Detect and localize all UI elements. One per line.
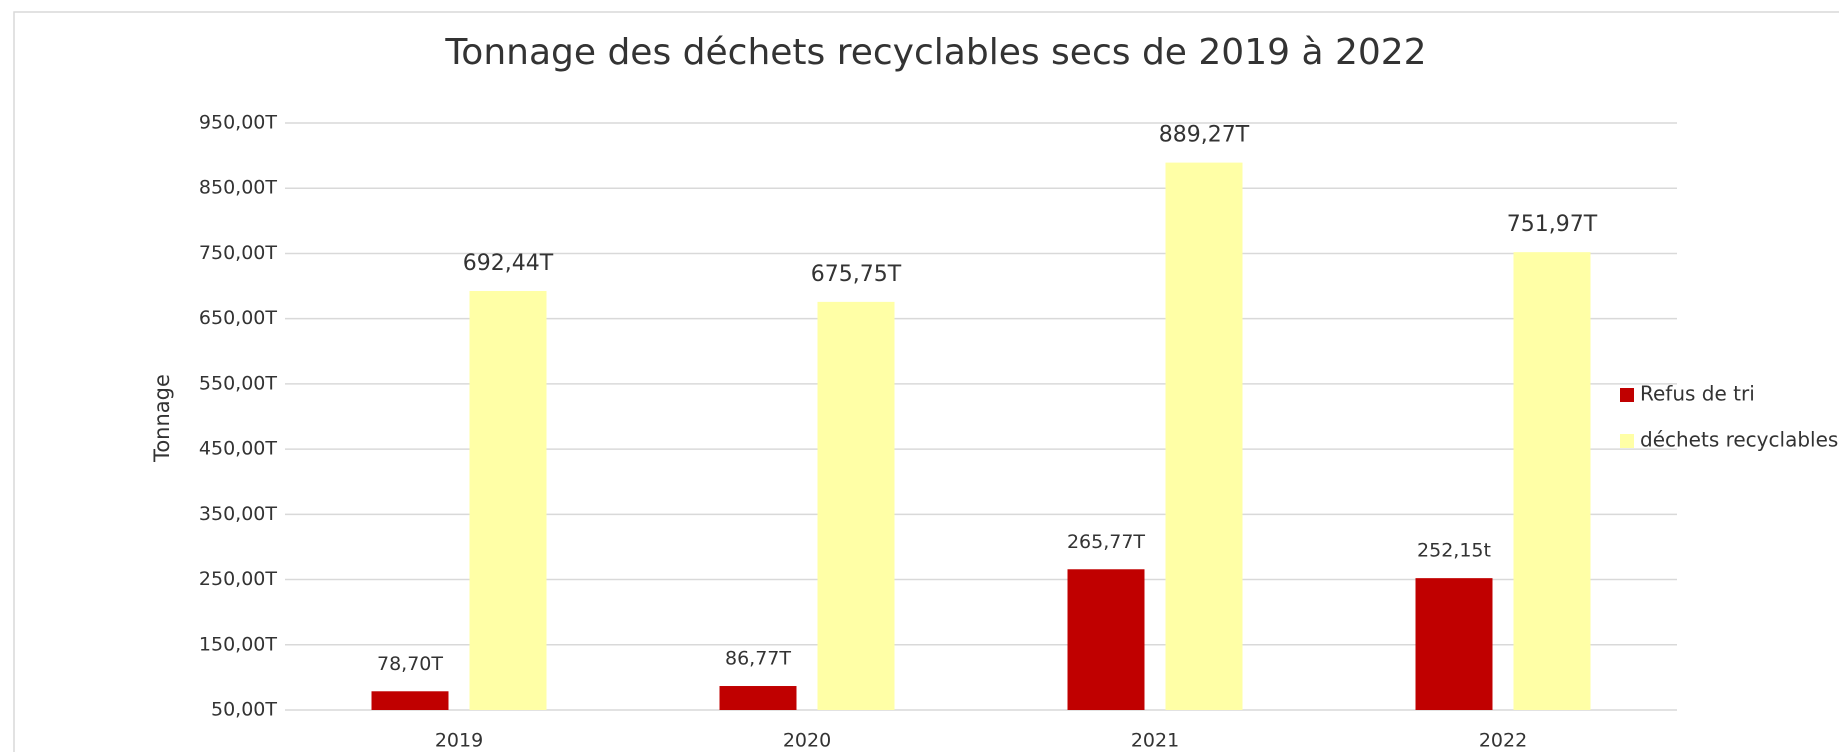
bar	[1415, 578, 1493, 710]
data-label: 692,44T	[463, 251, 554, 276]
chart-title: Tonnage des déchets recyclables secs de …	[444, 32, 1426, 73]
bar	[1513, 252, 1591, 711]
y-tick-label: 250,00T	[199, 568, 277, 590]
legend-label: Refus de tri	[1640, 382, 1755, 406]
y-tick-label: 650,00T	[199, 307, 277, 329]
x-tick-label: 2021	[1131, 730, 1179, 752]
legend-swatch	[1620, 388, 1634, 402]
legend-label: déchets recyclables	[1640, 428, 1838, 452]
y-tick-label: 150,00T	[199, 633, 277, 655]
data-label: 675,75T	[811, 262, 902, 287]
x-tick-label: 2019	[435, 730, 483, 752]
y-tick-label: 950,00T	[199, 112, 277, 134]
y-tick-label: 550,00T	[199, 372, 277, 394]
bar	[817, 301, 895, 710]
bar	[1067, 569, 1145, 710]
x-tick-label: 2020	[783, 730, 831, 752]
bar	[469, 290, 547, 710]
data-label: 889,27T	[1159, 123, 1250, 148]
data-label: 252,15t	[1417, 540, 1491, 562]
chart-border	[13, 11, 1839, 752]
data-label: 86,77T	[725, 648, 791, 670]
bar	[719, 686, 797, 710]
y-tick-label: 50,00T	[211, 699, 277, 721]
data-label: 265,77T	[1067, 531, 1145, 553]
y-axis-label: Tonnage	[150, 374, 174, 463]
y-tick-label: 350,00T	[199, 503, 277, 525]
bar	[1165, 162, 1243, 711]
y-tick-label: 450,00T	[199, 438, 277, 460]
data-label: 78,70T	[377, 653, 443, 675]
data-label: 751,97T	[1507, 212, 1598, 237]
y-tick-label: 750,00T	[199, 242, 277, 264]
legend-swatch	[1620, 434, 1634, 448]
y-tick-label: 850,00T	[199, 177, 277, 199]
bar	[371, 691, 449, 710]
x-tick-label: 2022	[1479, 730, 1527, 752]
